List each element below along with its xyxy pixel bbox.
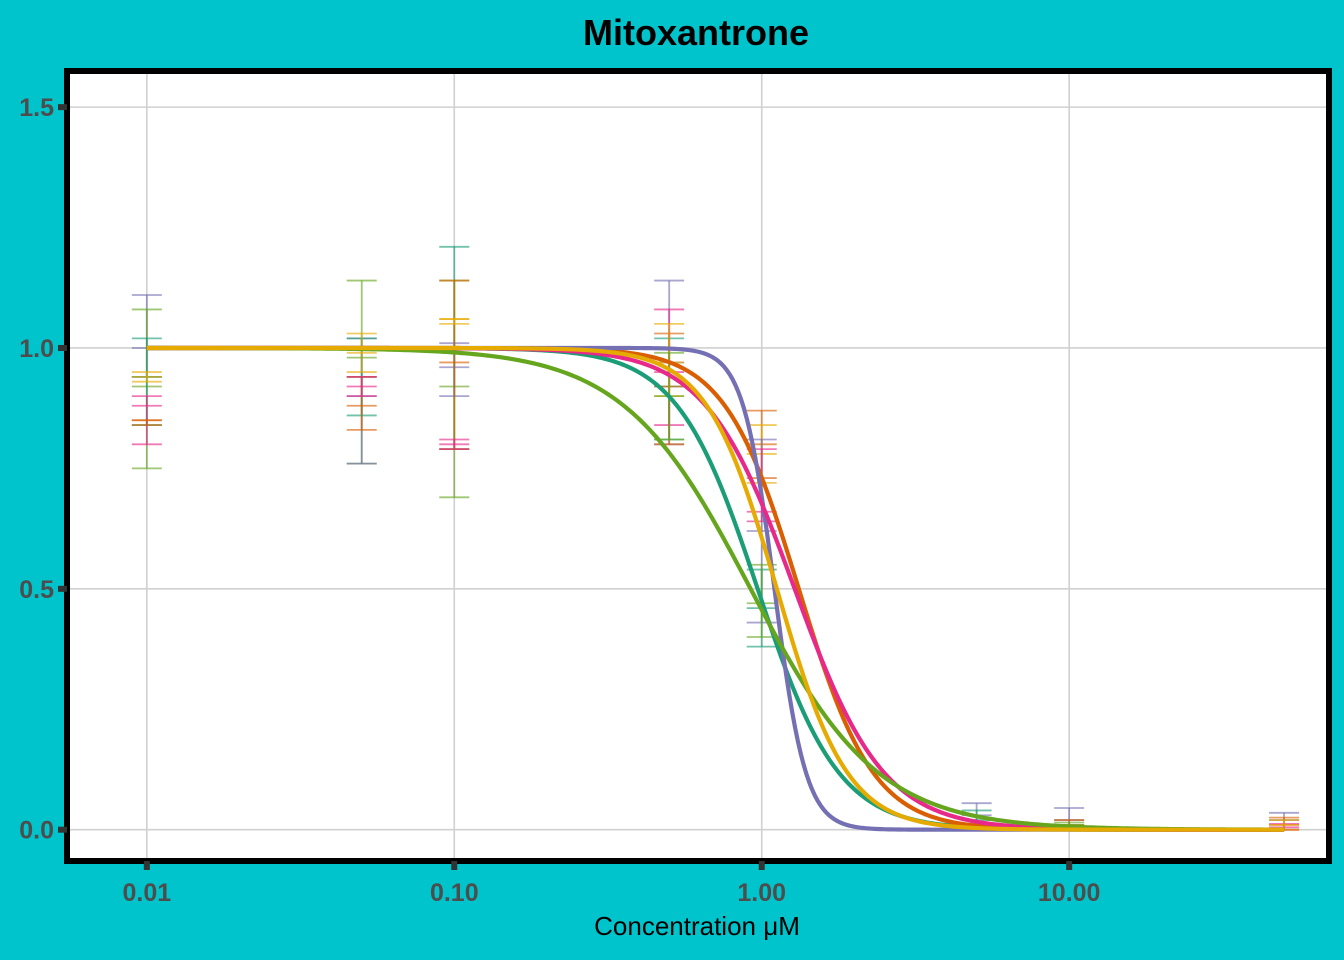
dose-response-curve bbox=[146, 345, 1285, 832]
error-bar bbox=[131, 419, 162, 426]
error-bar bbox=[439, 318, 470, 325]
x-axis: 0.01 0.10 1.00 10.00 bbox=[122, 861, 1100, 907]
plot-background bbox=[67, 71, 1329, 861]
y-axis: 0.0 0.5 1.0 1.5 bbox=[19, 94, 67, 845]
x-tick-label: 10.00 bbox=[1038, 879, 1101, 907]
x-tick-label: 1.00 bbox=[737, 879, 786, 907]
error-bar bbox=[346, 375, 377, 398]
y-tick-label: 0.5 bbox=[19, 576, 54, 604]
error-bar bbox=[131, 371, 162, 383]
y-tick-label: 1.0 bbox=[19, 335, 54, 363]
error-bar bbox=[346, 332, 377, 373]
chart-title: Mitoxantrone bbox=[583, 12, 809, 53]
y-tick-label: 1.5 bbox=[19, 94, 54, 122]
y-tick-label: 0.0 bbox=[19, 817, 54, 845]
fitted-curves bbox=[146, 345, 1285, 832]
error-bar bbox=[439, 438, 470, 451]
x-tick-label: 0.01 bbox=[122, 879, 171, 907]
x-tick-label: 0.10 bbox=[430, 879, 479, 907]
x-axis-label: Concentration μM bbox=[594, 911, 800, 941]
plot-frame bbox=[64, 68, 1332, 864]
